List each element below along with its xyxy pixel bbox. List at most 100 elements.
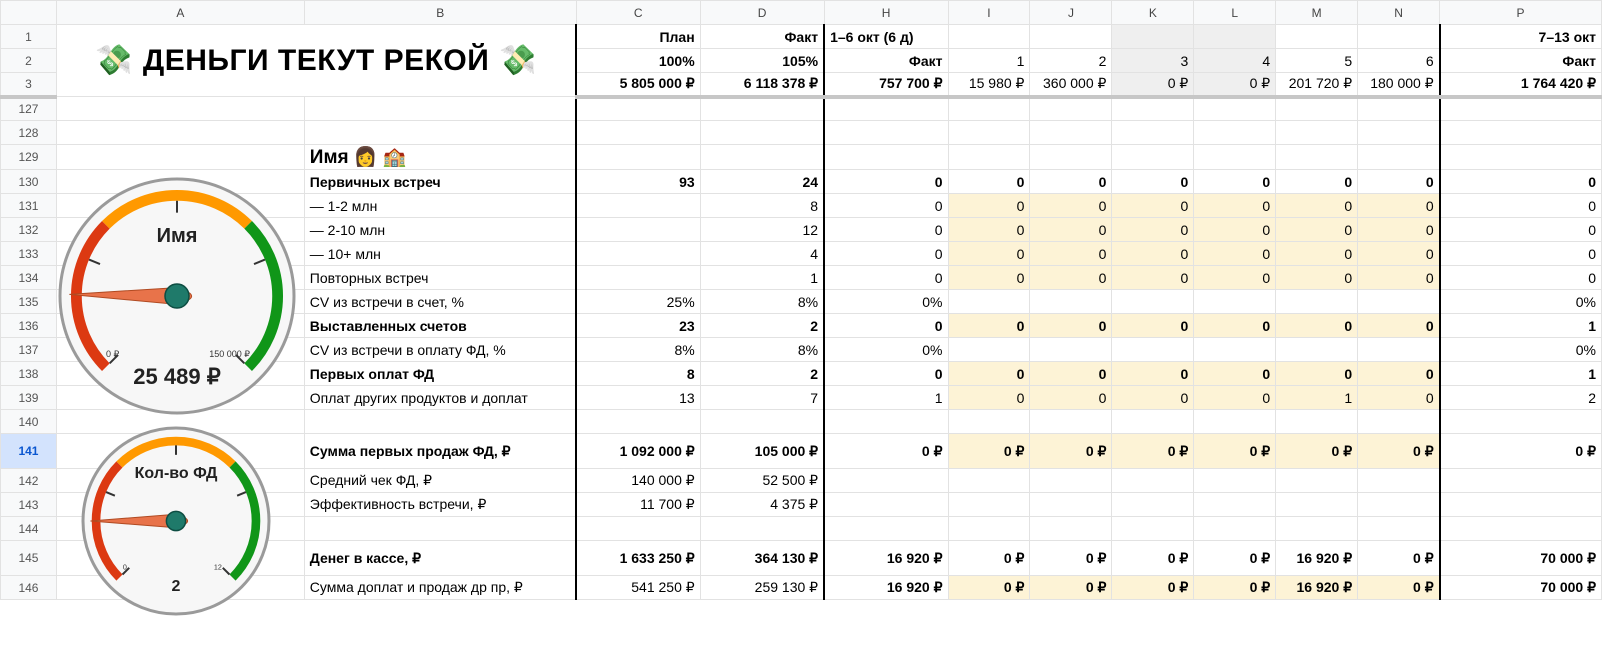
next-period-fact-value[interactable] (1438, 516, 1602, 541)
day-5-value[interactable]: 0 (1275, 361, 1359, 386)
day-4-value[interactable]: 0 (1193, 385, 1277, 410)
column-header-A[interactable]: A (55, 0, 305, 25)
day-4-value[interactable]: 0 (1193, 313, 1277, 338)
day-6-value[interactable]: 0 (1357, 169, 1441, 194)
day-3-value[interactable]: 0 (1111, 169, 1195, 194)
day-1-value[interactable] (947, 337, 1031, 362)
day-6-value[interactable]: 0 ₽ (1357, 433, 1441, 469)
next-period-fact-value[interactable]: 0% (1438, 337, 1602, 362)
day-3-value[interactable]: 0 (1111, 265, 1195, 290)
day-3-value[interactable] (1111, 289, 1195, 314)
next-period-fact-value[interactable] (1438, 409, 1602, 434)
day-3-value[interactable]: 0 (1111, 385, 1195, 410)
day-1-value[interactable]: 0 (947, 313, 1031, 338)
column-header-L[interactable]: L (1193, 0, 1277, 25)
day-6-value[interactable]: 0 (1357, 313, 1441, 338)
plan-value[interactable] (575, 516, 701, 541)
column-header-N[interactable]: N (1357, 0, 1441, 25)
period-fact-value[interactable]: 0 (823, 361, 949, 386)
fact-value[interactable]: 8% (699, 289, 826, 314)
fact-value[interactable]: 364 130 ₽ (699, 540, 826, 576)
row-label[interactable]: CV из встречи в оплату ФД, % (303, 337, 578, 362)
row-header[interactable]: 141 (0, 433, 57, 469)
fact-value[interactable]: 1 (699, 265, 826, 290)
day-3-value[interactable] (1111, 516, 1195, 541)
next-period-fact-value[interactable]: 0% (1438, 289, 1602, 314)
day-4-value[interactable] (1193, 96, 1277, 121)
plan-value[interactable]: 8% (575, 337, 701, 362)
fact-value[interactable] (699, 96, 826, 121)
cell-i3[interactable]: 15 980 ₽ (947, 72, 1031, 99)
next-period-fact-value[interactable] (1438, 144, 1602, 170)
plan-value[interactable]: 11 700 ₽ (575, 492, 701, 517)
day-2-value[interactable] (1029, 516, 1113, 541)
period-fact-value[interactable]: 0 (823, 241, 949, 266)
row-label[interactable] (303, 120, 578, 145)
row-header[interactable]: 140 (0, 409, 57, 434)
fact-value[interactable] (699, 144, 826, 170)
cell-l3[interactable]: 0 ₽ (1193, 72, 1277, 99)
day-5-value[interactable]: 0 (1275, 169, 1359, 194)
next-period-fact-value[interactable]: 0 (1438, 241, 1602, 266)
row-header[interactable]: 131 (0, 193, 57, 218)
cell-d1[interactable]: Факт (699, 24, 826, 49)
cell-c3[interactable]: 5 805 000 ₽ (575, 72, 701, 99)
day-3-value[interactable] (1111, 337, 1195, 362)
row-header[interactable]: 132 (0, 217, 57, 242)
cell-j3[interactable]: 360 000 ₽ (1029, 72, 1113, 99)
plan-value[interactable] (575, 96, 701, 121)
day-5-value[interactable]: 0 (1275, 217, 1359, 242)
cell-p1[interactable]: 7–13 окт (1438, 24, 1602, 49)
row-label[interactable]: Имя 👩 🏫 (303, 144, 578, 170)
column-header-K[interactable]: K (1111, 0, 1195, 25)
day-4-value[interactable]: 0 (1193, 361, 1277, 386)
day-6-value[interactable] (1357, 144, 1441, 170)
day-5-value[interactable]: 0 (1275, 241, 1359, 266)
period-fact-value[interactable]: 0 (823, 313, 949, 338)
fact-value[interactable]: 24 (699, 169, 826, 194)
cell-k3[interactable]: 0 ₽ (1111, 72, 1195, 99)
row-header[interactable]: 2 (0, 48, 57, 73)
plan-value[interactable]: 1 633 250 ₽ (575, 540, 701, 576)
period-fact-value[interactable]: 0 (823, 193, 949, 218)
period-fact-value[interactable]: 16 920 ₽ (823, 575, 949, 600)
day-1-value[interactable]: 0 ₽ (947, 575, 1031, 600)
row-header[interactable]: 144 (0, 516, 57, 541)
select-all-corner[interactable] (0, 0, 57, 25)
cell-i2[interactable]: 1 (947, 48, 1031, 73)
next-period-fact-value[interactable]: 0 (1438, 265, 1602, 290)
cell-a[interactable] (55, 96, 305, 121)
column-header-J[interactable]: J (1029, 0, 1113, 25)
day-1-value[interactable] (947, 409, 1031, 434)
column-header-B[interactable]: B (303, 0, 577, 25)
plan-value[interactable] (575, 144, 701, 170)
day-4-value[interactable] (1193, 144, 1277, 170)
day-4-value[interactable] (1193, 409, 1277, 434)
next-period-fact-value[interactable]: 70 000 ₽ (1438, 540, 1602, 576)
day-6-value[interactable]: 0 (1357, 217, 1441, 242)
plan-value[interactable]: 140 000 ₽ (575, 468, 701, 493)
cell-m3[interactable]: 201 720 ₽ (1275, 72, 1359, 99)
day-4-value[interactable]: 0 (1193, 241, 1277, 266)
day-2-value[interactable]: 0 ₽ (1029, 575, 1113, 600)
next-period-fact-value[interactable] (1438, 96, 1602, 121)
day-3-value[interactable]: 0 (1111, 193, 1195, 218)
row-label[interactable]: Выставленных счетов (303, 313, 578, 338)
cell-h3[interactable]: 757 700 ₽ (823, 72, 949, 99)
day-2-value[interactable]: 0 (1029, 265, 1113, 290)
next-period-fact-value[interactable] (1438, 468, 1602, 493)
cell-m1[interactable] (1275, 24, 1359, 49)
plan-value[interactable]: 541 250 ₽ (575, 575, 701, 600)
day-2-value[interactable] (1029, 120, 1113, 145)
cell-a[interactable] (55, 144, 305, 170)
day-4-value[interactable] (1193, 289, 1277, 314)
cell-c2[interactable]: 100% (575, 48, 701, 73)
day-2-value[interactable] (1029, 337, 1113, 362)
plan-value[interactable] (575, 241, 701, 266)
day-3-value[interactable] (1111, 144, 1195, 170)
day-5-value[interactable] (1275, 516, 1359, 541)
cell-k2[interactable]: 3 (1111, 48, 1195, 73)
cell-p2[interactable]: Факт (1438, 48, 1602, 73)
row-header[interactable]: 134 (0, 265, 57, 290)
column-header-M[interactable]: M (1275, 0, 1359, 25)
